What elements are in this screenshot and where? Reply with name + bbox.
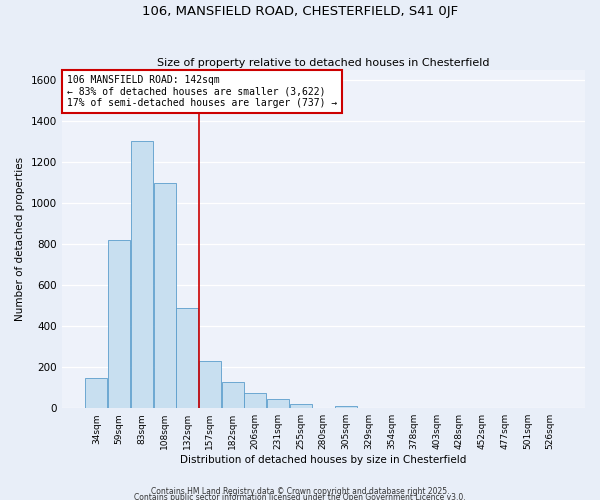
Bar — [267, 398, 289, 408]
Text: 106 MANSFIELD ROAD: 142sqm
← 83% of detached houses are smaller (3,622)
17% of s: 106 MANSFIELD ROAD: 142sqm ← 83% of deta… — [67, 75, 337, 108]
Bar — [85, 378, 107, 408]
Title: Size of property relative to detached houses in Chesterfield: Size of property relative to detached ho… — [157, 58, 490, 68]
Text: 106, MANSFIELD ROAD, CHESTERFIELD, S41 0JF: 106, MANSFIELD ROAD, CHESTERFIELD, S41 0… — [142, 5, 458, 18]
Bar — [131, 141, 153, 408]
Y-axis label: Number of detached properties: Number of detached properties — [15, 157, 25, 322]
Bar — [176, 308, 198, 408]
Bar — [244, 394, 266, 408]
Text: Contains HM Land Registry data © Crown copyright and database right 2025.: Contains HM Land Registry data © Crown c… — [151, 486, 449, 496]
Bar — [199, 360, 221, 408]
X-axis label: Distribution of detached houses by size in Chesterfield: Distribution of detached houses by size … — [180, 455, 467, 465]
Bar — [335, 406, 357, 408]
Bar — [290, 404, 311, 408]
Bar — [108, 240, 130, 408]
Bar — [154, 184, 176, 408]
Bar — [221, 382, 244, 408]
Text: Contains public sector information licensed under the Open Government Licence v3: Contains public sector information licen… — [134, 492, 466, 500]
